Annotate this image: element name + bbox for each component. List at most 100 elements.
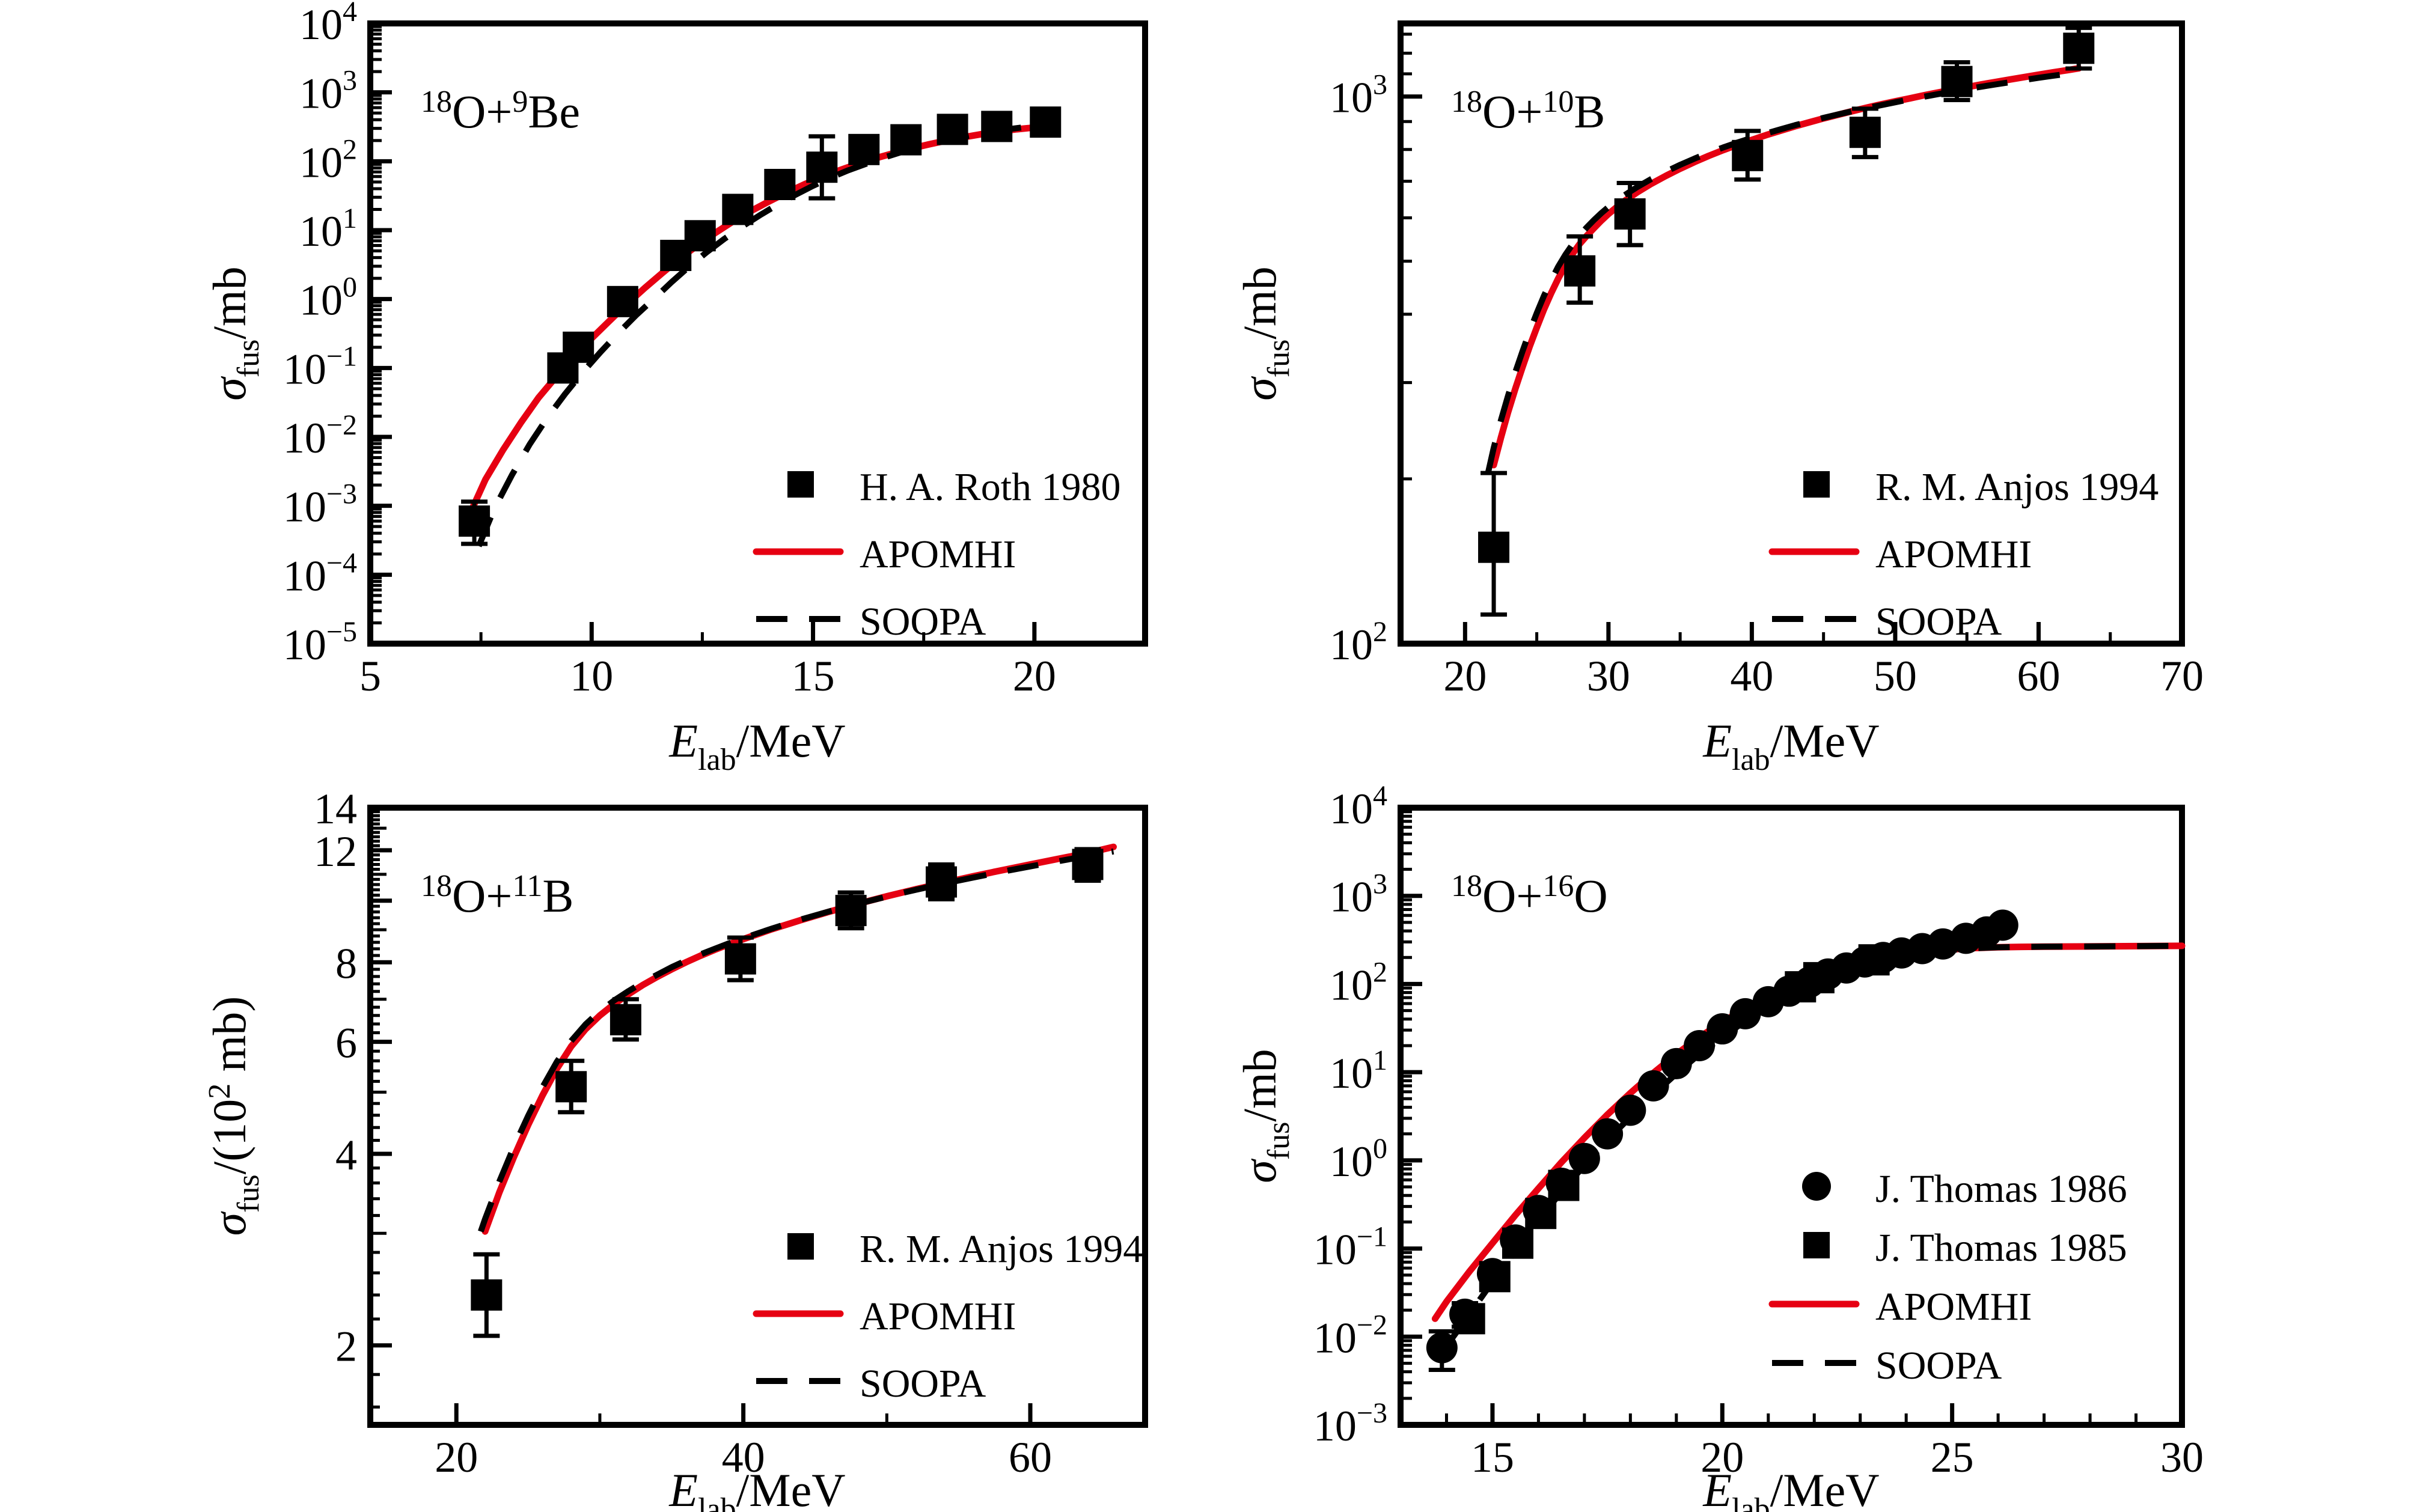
legend-label: SOOPA: [860, 600, 986, 644]
legend-square-marker: [1803, 1232, 1830, 1258]
legend-label: SOOPA: [1875, 600, 2002, 644]
data-point-square: [724, 943, 756, 975]
axes-frame: [367, 20, 1148, 647]
y-axis-title: σfus/mb: [203, 266, 266, 400]
y-tick-label: 102: [299, 133, 357, 186]
panel-18O-9Be: 5 10 15 20 104 103 102 101 100 10−1 10−2 10−3 10−4 10…: [203, 0, 1148, 777]
y-tick-label: 10−2: [283, 409, 357, 462]
legend-label: SOOPA: [1875, 1344, 2002, 1388]
y-tick-label: 8: [335, 939, 357, 987]
axis-ticks: 15 20 25 30 104 103 102 101 100 10−1 10−2 10−3: [1313, 780, 2204, 1481]
y-tick-label: 102: [1330, 616, 1387, 669]
series-r-m-anjos-1994: [1478, 25, 2095, 617]
y-tick-label: 100: [1330, 1133, 1387, 1186]
data-point-circle: [1426, 1332, 1458, 1364]
data-point-square: [806, 151, 838, 183]
x-tick-label: 30: [2160, 1433, 2204, 1481]
curve-apomhi: [468, 123, 1054, 513]
y-tick-label: 10−2: [1313, 1309, 1387, 1362]
x-axis-title: Elab/MeV: [1702, 715, 1879, 777]
plot-area-18O-16O: 15 20 25 30 104 103 102 101 100 10−1 10−2 10−3: [1313, 780, 2204, 1481]
x-tick-label: 70: [2160, 652, 2204, 700]
curve-soopa: [1446, 942, 2183, 1345]
y-tick-label: 10−5: [283, 616, 357, 669]
plot-area-18O-9Be: 5 10 15 20 104 103 102 101 100 10−1 10−2 10−3 10−4 10…: [283, 0, 1148, 700]
curve-apomhi: [481, 843, 1117, 1235]
x-tick-label: 15: [792, 652, 835, 700]
legend-label: J. Thomas 1986: [1875, 1167, 2127, 1211]
data-point-square: [2063, 32, 2095, 64]
data-point-circle: [1684, 1029, 1716, 1061]
legend-label: SOOPA: [860, 1362, 986, 1406]
y-tick-label: 10−3: [1313, 1397, 1387, 1450]
legend-circle-marker: [1802, 1172, 1831, 1201]
data-point-square: [981, 111, 1013, 142]
data-point-square: [890, 124, 922, 156]
data-point-circle: [1615, 1094, 1646, 1126]
y-axis-title: σfus/mb: [1233, 1049, 1296, 1183]
y-tick-label: 4: [335, 1131, 357, 1179]
x-tick-label: 20: [1700, 1433, 1744, 1481]
legend-square-marker: [787, 471, 814, 498]
y-tick-label: 103: [299, 65, 357, 118]
panel-title-18O-9Be: 18O+9Be: [421, 85, 580, 138]
panel-18O-10B: 20 30 40 50 60 70 103 102 18O+10B Elab/MeV σfus…: [1233, 20, 2204, 777]
y-tick-label: 6: [335, 1019, 357, 1067]
x-axis-title: Elab/MeV: [1702, 1464, 1879, 1512]
data-point-square: [937, 114, 968, 145]
legend-label: APOMHI: [860, 532, 1016, 576]
data-point-square: [563, 331, 594, 363]
data-point-square: [555, 1071, 587, 1103]
x-tick-label: 50: [1874, 652, 1917, 700]
y-tick-label: 10−1: [1313, 1221, 1387, 1274]
data-point-square: [722, 194, 754, 225]
x-tick-label: 10: [570, 652, 613, 700]
data-point-square: [1525, 1198, 1557, 1230]
legend-18O-10B: R. M. Anjos 1994 APOMHI SOOPA: [1768, 465, 2159, 644]
legend-18O-11B: R. M. Anjos 1994 APOMHI SOOPA: [753, 1227, 1143, 1406]
data-point-circle: [1660, 1047, 1692, 1079]
x-tick-label: 30: [1587, 652, 1630, 700]
data-point-circle: [1707, 1013, 1738, 1045]
curve-soopa: [1485, 69, 2080, 474]
panel-18O-16O: 15 20 25 30 104 103 102 101 100 10−1 10−2 10−3 18O+…: [1233, 780, 2204, 1512]
y-tick-label: 103: [1330, 69, 1387, 122]
legend-label: APOMHI: [860, 1294, 1016, 1338]
y-tick-label: 102: [1330, 956, 1387, 1009]
data-point-square: [1453, 1303, 1485, 1335]
x-tick-label: 60: [2017, 652, 2060, 700]
x-axis-title: Elab/MeV: [668, 715, 845, 777]
legend-18O-9Be: H. A. Roth 1980 APOMHI SOOPA: [753, 465, 1121, 644]
y-axis-title: σfus/mb: [1233, 266, 1296, 400]
axes-frame: [1398, 20, 2185, 647]
legend-label: J. Thomas 1985: [1875, 1226, 2127, 1270]
x-tick-label: 60: [1009, 1433, 1052, 1481]
panel-title-18O-11B: 18O+11B: [421, 869, 573, 922]
data-point-circle: [1729, 998, 1761, 1029]
x-tick-label: 25: [1931, 1433, 1974, 1481]
data-point-square: [610, 1004, 641, 1035]
data-point-square: [1072, 849, 1104, 880]
x-tick-label: 40: [722, 1433, 765, 1481]
legend-label: R. M. Anjos 1994: [860, 1227, 1143, 1271]
data-point-circle: [1637, 1070, 1669, 1102]
data-point-square: [1732, 139, 1764, 171]
y-tick-label: 10−3: [283, 478, 357, 531]
y-axis-title: σfus/(102 mb): [203, 996, 266, 1236]
legend-label: R. M. Anjos 1994: [1875, 465, 2159, 509]
legend-label: H. A. Roth 1980: [860, 465, 1121, 509]
x-tick-label: 5: [359, 652, 381, 700]
data-point-square: [1479, 1261, 1511, 1293]
data-point-circle: [1592, 1118, 1624, 1150]
x-tick-label: 15: [1471, 1433, 1514, 1481]
y-tick-label: 10−1: [283, 340, 357, 393]
series-j-thomas-1985: [1453, 944, 1890, 1335]
data-point-square: [1614, 198, 1646, 230]
data-point-square: [1548, 1169, 1580, 1201]
y-tick-label: 104: [299, 0, 357, 49]
y-tick-label: 103: [1330, 868, 1387, 921]
data-point-square: [471, 1279, 503, 1311]
